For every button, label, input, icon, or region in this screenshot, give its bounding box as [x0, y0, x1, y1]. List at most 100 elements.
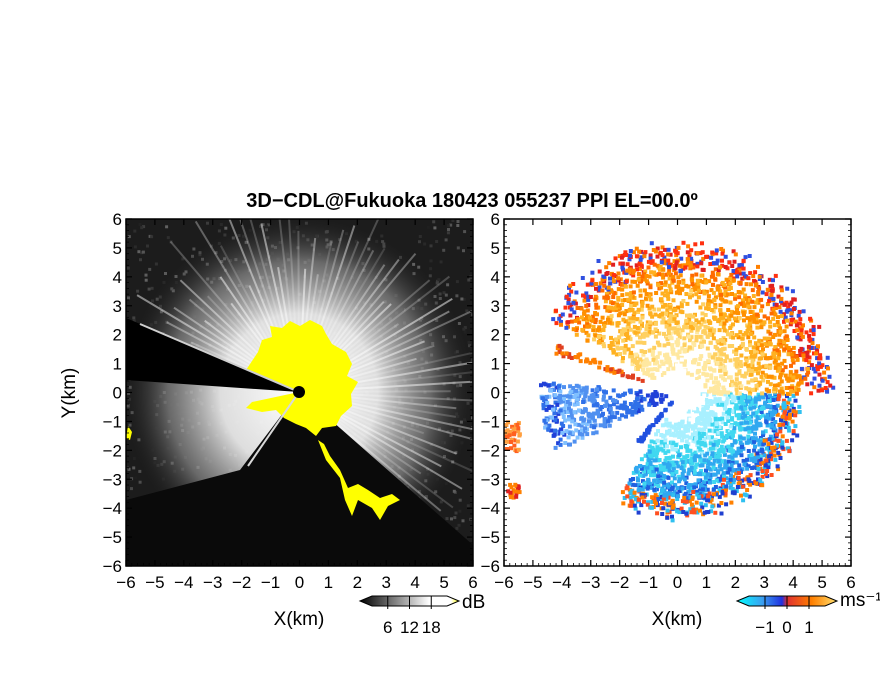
velocity-pixel [504, 439, 509, 444]
velocity-pixel [725, 292, 730, 297]
velocity-pixel [621, 356, 625, 360]
velocity-pixel [691, 322, 695, 326]
velocity-pixel [642, 499, 646, 504]
velocity-pixel [789, 388, 794, 393]
velocity-pixel [755, 325, 760, 330]
velocity-pixel [638, 335, 642, 340]
velocity-pixel [804, 358, 809, 363]
velocity-pixel [740, 415, 745, 420]
velocity-pixel [744, 282, 749, 287]
velocity-pixel [730, 455, 735, 460]
velocity-pixel [628, 284, 633, 289]
velocity-pixel [767, 277, 772, 282]
velocity-pixel [772, 445, 777, 450]
velocity-pixel [666, 247, 671, 252]
velocity-pixel [623, 298, 628, 302]
velocity-pixel [722, 452, 727, 457]
velocity-pixel [594, 302, 599, 307]
velocity-pixel [675, 497, 680, 501]
velocity-pixel [757, 366, 761, 371]
velocity-pixel [558, 437, 563, 442]
velocity-pixel [660, 468, 665, 473]
velocity-pixel [685, 444, 690, 449]
velocity-pixel [727, 394, 732, 399]
velocity-pixel [674, 422, 678, 427]
velocity-pixel [650, 485, 655, 490]
velocity-pixel [642, 254, 647, 259]
velocity-pixel [739, 353, 744, 358]
velocity-pixel [777, 338, 782, 343]
velocity-pixel [564, 325, 569, 330]
velocity-pixel [563, 305, 568, 310]
velocity-pixel [667, 402, 672, 407]
velocity-pixel [817, 372, 822, 377]
velocity-pixel [710, 270, 715, 275]
velocity-pixel [749, 369, 754, 373]
velocity-pixel [581, 421, 586, 426]
velocity-pixel [602, 283, 607, 288]
velocity-pixel [695, 327, 700, 332]
velocity-pixel [687, 483, 692, 488]
velocity-pixel [759, 406, 764, 411]
velocity-pixel [688, 507, 693, 512]
velocity-pixel [777, 366, 782, 371]
velocity-pixel [589, 281, 594, 286]
velocity-pixel [668, 288, 673, 293]
velocity-pixel [648, 320, 653, 325]
velocity-pixel [753, 436, 758, 441]
velocity-pixel [513, 489, 518, 494]
velocity-pixel [767, 454, 772, 459]
velocity-pixel [602, 389, 606, 394]
velocity-pixel [682, 336, 687, 341]
velocity-pixel [566, 435, 571, 440]
velocity-pixel [730, 292, 734, 296]
velocity-pixel [715, 258, 720, 263]
velocity-pixel [561, 415, 566, 419]
velocity-pixel [636, 406, 641, 411]
velocity-pixel [708, 262, 713, 266]
velocity-pixel [792, 329, 797, 333]
velocity-pixel [636, 497, 641, 502]
x-tick-label: −2 [232, 573, 251, 592]
velocity-pixel [543, 382, 548, 387]
velocity-pixel [658, 397, 663, 402]
velocity-pixel [737, 396, 742, 401]
velocity-pixel [753, 270, 758, 275]
velocity-pixel [631, 273, 636, 278]
velocity-pixel [730, 490, 735, 495]
velocity-pixel [625, 292, 630, 297]
velocity-pixel [567, 424, 572, 429]
velocity-pixel [732, 477, 736, 482]
velocity-pixel [735, 405, 740, 410]
velocity-pixel [512, 438, 517, 443]
velocity-pixel [650, 314, 655, 319]
velocity-pixel [594, 402, 599, 407]
snr-speckle [147, 287, 151, 291]
velocity-pixel [789, 403, 794, 408]
snr-speckle [466, 504, 470, 508]
velocity-pixel [671, 503, 676, 508]
velocity-pixel [675, 430, 680, 435]
velocity-pixel [606, 285, 611, 290]
velocity-pixel [677, 435, 682, 439]
velocity-pixel [746, 416, 751, 421]
velocity-pixel [638, 257, 643, 262]
velocity-pixel [610, 275, 615, 280]
velocity-pixel [618, 352, 622, 356]
velocity-pixel [772, 426, 777, 431]
snr-speckle [455, 280, 459, 284]
velocity-pixel [684, 318, 689, 323]
velocity-pixel [747, 429, 752, 434]
velocity-pixel [682, 368, 687, 373]
velocity-pixel [773, 312, 778, 317]
velocity-pixel [816, 344, 820, 349]
velocity-pixel [655, 263, 660, 268]
velocity-pixel [648, 285, 653, 290]
velocity-pixel [628, 402, 633, 406]
velocity-pixel [793, 398, 798, 403]
velocity-pixel [628, 354, 633, 359]
velocity-pixel [710, 439, 715, 444]
velocity-pixel [736, 290, 741, 294]
velocity-pixel [603, 299, 608, 304]
velocity-pixel [667, 267, 672, 272]
